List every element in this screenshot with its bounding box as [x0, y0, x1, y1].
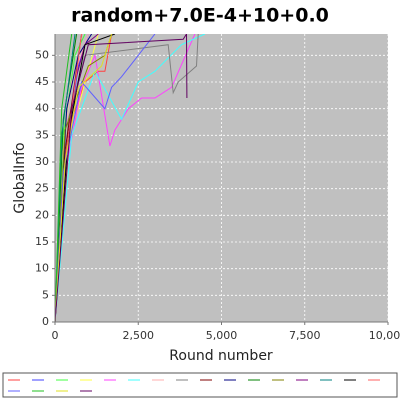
y-tick-label: 25 [35, 182, 49, 195]
axes: 0 5 10 15 20 25 30 35 40 45 50 0 2,500 5,000 7,500 10,0… [35, 34, 400, 342]
series-line [55, 34, 196, 322]
series-line [55, 34, 188, 322]
x-tick-label: 2,500 [123, 329, 155, 342]
legend-items [8, 379, 380, 392]
x-tick-label: 7,500 [289, 329, 321, 342]
x-tick-label: 5,000 [206, 329, 238, 342]
series-line [55, 34, 113, 322]
y-tick-label: 35 [35, 128, 49, 141]
lines [55, 34, 206, 322]
y-tick-label: 5 [42, 288, 49, 301]
series-line [55, 34, 206, 322]
y-tick-label: 30 [35, 155, 49, 168]
chart-title: random+7.0E-4+10+0.0 [71, 5, 329, 27]
y-tick-label: 0 [42, 315, 49, 328]
legend [2, 372, 398, 398]
y-tick-label: 40 [35, 102, 49, 115]
series-line [55, 34, 73, 322]
y-tick-label: 20 [35, 208, 49, 221]
x-axis-label: Round number [169, 348, 273, 364]
y-tick-label: 45 [35, 75, 49, 88]
x-tick-label: 0 [52, 329, 59, 342]
y-axis-label: GlobalInfo [12, 142, 28, 213]
y-tick-label: 10 [35, 262, 49, 275]
series-line [55, 34, 156, 322]
y-tick-label: 50 [35, 48, 49, 61]
y-tick-label: 15 [35, 235, 49, 248]
x-tick-label: 10,000 [369, 329, 400, 342]
